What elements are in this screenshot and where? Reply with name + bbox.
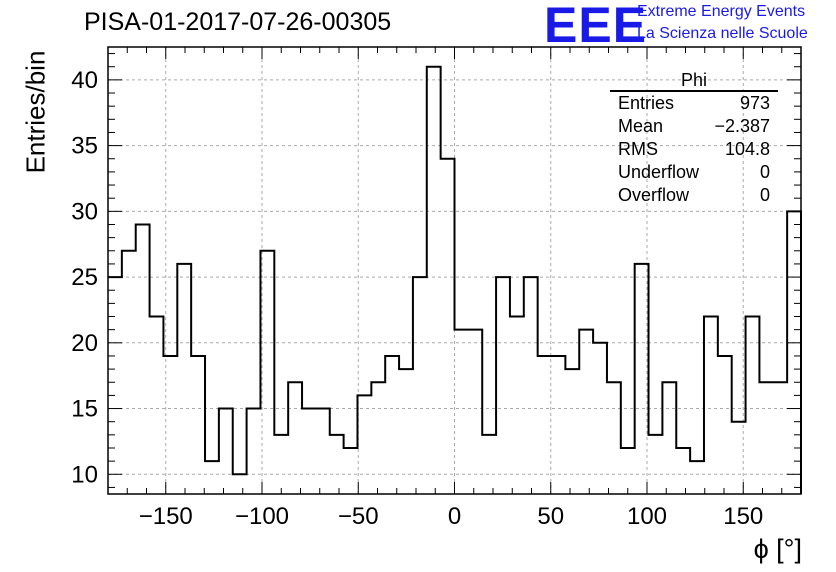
stats-row-rms: RMS 104.8 xyxy=(610,138,778,161)
stats-row-mean: Mean −2.387 xyxy=(610,115,778,138)
stats-value: 0 xyxy=(759,162,770,182)
x-tick-label: −100 xyxy=(235,503,289,530)
stats-label: RMS xyxy=(618,139,658,159)
x-tick-label: 0 xyxy=(448,503,461,530)
x-tick-label: 150 xyxy=(723,503,763,530)
y-tick-label: 35 xyxy=(71,133,98,160)
y-tick-label: 15 xyxy=(71,396,98,423)
stats-label: Entries xyxy=(618,93,675,113)
x-tick-label: −150 xyxy=(139,503,193,530)
eee-logo: EEE xyxy=(544,0,648,53)
stats-value: 973 xyxy=(739,93,770,113)
stats-label: Mean xyxy=(618,116,664,136)
stats-value: −2.387 xyxy=(714,116,770,136)
x-tick-label: 50 xyxy=(537,503,564,530)
stats-label: Overflow xyxy=(618,185,690,205)
y-tick-label: 20 xyxy=(71,330,98,357)
y-tick-label: 30 xyxy=(71,198,98,225)
stats-value: 104.8 xyxy=(724,139,770,159)
plot-title: PISA-01-2017-07-26-00305 xyxy=(84,8,392,36)
x-tick-label: 100 xyxy=(627,503,667,530)
y-tick-label: 10 xyxy=(71,461,98,488)
stats-label: Underflow xyxy=(618,162,700,182)
stats-title: Phi xyxy=(610,70,778,92)
stats-value: 0 xyxy=(759,185,770,205)
x-tick-label: −50 xyxy=(338,503,379,530)
y-tick-label: 40 xyxy=(71,67,98,94)
logo-line-2: La Scienza nelle Scuole xyxy=(637,25,808,42)
stats-row-entries: Entries 973 xyxy=(610,92,778,115)
x-axis-label: ϕ [°] xyxy=(753,534,802,564)
y-tick-label: 25 xyxy=(71,264,98,291)
stats-box: Phi Entries 973 Mean −2.387 RMS 104.8 Un… xyxy=(610,70,778,207)
logo-line-1: Extreme Energy Events xyxy=(637,3,806,20)
y-axis-label: Entries/bin xyxy=(20,50,51,174)
stats-row-overflow: Overflow 0 xyxy=(610,184,778,207)
stats-row-underflow: Underflow 0 xyxy=(610,161,778,184)
histogram-line xyxy=(108,65,802,494)
